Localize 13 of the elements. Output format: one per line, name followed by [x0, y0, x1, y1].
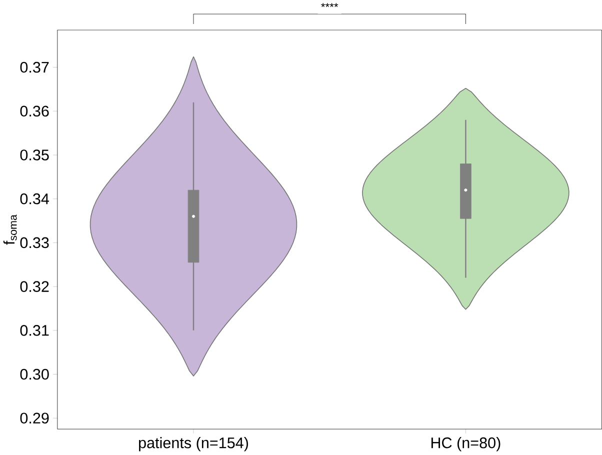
y-tick-label: 0.30: [20, 369, 49, 380]
y-axis-title: f$_{soma}$: [3, 214, 17, 245]
y-tick-label: 0.31: [20, 325, 49, 336]
x-tick-label: HC (n=80): [431, 437, 500, 452]
y-tick-label: 0.32: [20, 281, 49, 292]
x-tick-label: patients (n=154): [139, 437, 248, 452]
y-tick-label: 0.33: [20, 237, 49, 248]
y-tick-label: 0.29: [20, 412, 49, 424]
text: ****: [321, 3, 338, 8]
y-tick-label: 0.36: [20, 106, 49, 117]
y-tick-label: 0.35: [20, 150, 49, 161]
y-tick-label: 0.37: [20, 62, 49, 73]
y-tick-label: 0.34: [20, 194, 50, 204]
